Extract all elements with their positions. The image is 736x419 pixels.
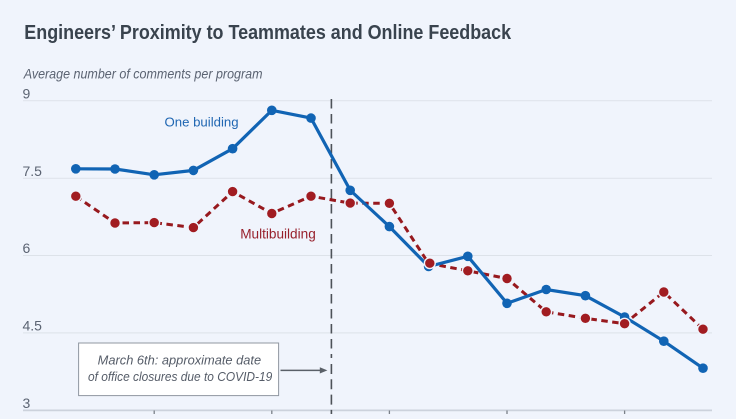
- svg-text:3: 3: [23, 395, 31, 411]
- svg-text:Multibuilding: Multibuilding: [240, 226, 316, 241]
- svg-text:7.5: 7.5: [23, 163, 43, 179]
- svg-text:6: 6: [23, 240, 31, 256]
- svg-text:One building: One building: [165, 115, 239, 130]
- svg-text:Engineers’ Proximity to Teamma: Engineers’ Proximity to Teammates and On…: [24, 22, 511, 44]
- svg-text:March 6th: approximate date: March 6th: approximate date: [98, 353, 262, 368]
- svg-text:Average number of comments per: Average number of comments per program: [23, 66, 263, 82]
- svg-text:4.5: 4.5: [23, 318, 43, 334]
- svg-text:of office closures due to COVI: of office closures due to COVID-19: [88, 370, 272, 384]
- svg-text:9: 9: [23, 85, 31, 101]
